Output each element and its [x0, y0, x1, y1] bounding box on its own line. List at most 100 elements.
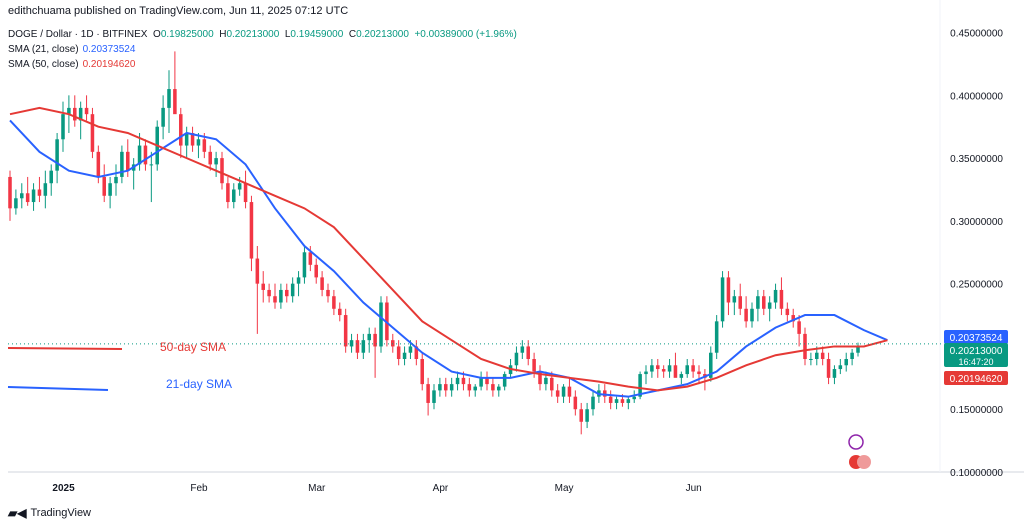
x-tick-label: 2025	[52, 483, 75, 494]
candle-body	[620, 399, 625, 403]
candle-body	[714, 321, 719, 353]
candle-body	[638, 374, 642, 397]
candle-body	[550, 377, 554, 391]
candle-body	[226, 183, 230, 203]
candle-body	[173, 89, 177, 115]
candle-body	[773, 289, 778, 303]
sma50-legend-label: SMA (50, close)	[8, 59, 79, 70]
candle-body	[273, 296, 277, 303]
candle-body	[190, 133, 195, 146]
candle-body	[279, 289, 283, 303]
candle-body	[426, 384, 430, 403]
candle-body	[237, 183, 242, 190]
candle-body	[785, 308, 790, 316]
sma21-legend-value: 0.20373524	[82, 44, 136, 55]
candle-body	[379, 302, 383, 347]
price-tag-countdown: 16:47:20	[958, 357, 993, 367]
candle-body	[102, 176, 106, 196]
candle-body	[555, 390, 560, 397]
candle-body	[355, 340, 360, 353]
candle-body	[290, 283, 295, 297]
candle-body	[815, 352, 819, 359]
sma50-annotation-label: 50-day SMA	[160, 340, 226, 354]
candle-body	[261, 283, 265, 290]
candle-body	[120, 151, 124, 177]
candle-body	[826, 359, 831, 378]
candle-body	[756, 296, 760, 309]
open-value: 0.19825000	[160, 29, 214, 40]
candle-body	[738, 296, 742, 309]
candle-body	[149, 164, 154, 166]
candle-body	[338, 308, 342, 316]
candle-body	[632, 396, 636, 400]
candle-body	[850, 352, 854, 359]
candle-body	[720, 277, 725, 322]
candle-body	[414, 346, 419, 359]
alert-icon[interactable]	[848, 434, 864, 450]
candle-body	[179, 114, 183, 146]
sma21-legend-label: SMA (21, close)	[8, 44, 79, 55]
candle-body	[408, 346, 413, 353]
candle-body	[220, 158, 224, 184]
candle-body	[96, 151, 101, 177]
sma-line-21	[9, 119, 888, 398]
candle-body	[644, 371, 648, 375]
sma50-legend[interactable]: SMA (50, close) 0.20194620	[8, 59, 135, 70]
price-tag	[944, 371, 1008, 385]
candle-body	[184, 133, 189, 146]
candle-body	[656, 365, 660, 370]
open-label: O	[153, 29, 161, 40]
candle-body	[726, 277, 731, 303]
candle-body	[473, 386, 477, 391]
candle-body	[114, 176, 118, 184]
candle-body	[579, 409, 583, 422]
y-tick-label: 0.30000000	[950, 217, 1003, 228]
price-tag-value: 0.20213000	[950, 346, 1003, 357]
candle-body	[432, 390, 436, 403]
candle-body	[31, 189, 36, 203]
candle-body	[49, 170, 53, 184]
candle-body	[267, 289, 271, 297]
candle-body	[744, 308, 748, 322]
candle-body	[820, 352, 825, 359]
candle-body	[561, 386, 566, 397]
candle-body	[467, 384, 472, 391]
candle-body	[497, 386, 501, 391]
candle-body	[856, 346, 860, 353]
x-tick-label: Apr	[433, 483, 449, 494]
sma50-annotation-line	[7, 347, 123, 350]
candle-body	[461, 377, 466, 385]
footer: ▰◀ TradingView	[8, 506, 91, 520]
x-tick-label: Feb	[190, 483, 208, 494]
candle-body	[532, 359, 536, 372]
y-tick-label: 0.40000000	[950, 91, 1003, 102]
low-value: 0.19459000	[290, 29, 344, 40]
candle-body	[844, 359, 848, 366]
flag-icon-2[interactable]	[857, 455, 871, 469]
candle-body	[626, 399, 631, 403]
candle-body	[8, 176, 12, 209]
candle-body	[326, 289, 330, 297]
symbol-title[interactable]: DOGE / Dollar · 1D · BITFINEX	[8, 29, 148, 40]
candle-body	[491, 384, 495, 391]
candle-body	[573, 396, 578, 410]
candle-body	[661, 369, 666, 372]
y-tick-label: 0.35000000	[950, 154, 1003, 165]
sma50-legend-value: 0.20194620	[82, 59, 136, 70]
candle-body	[308, 252, 313, 265]
sma-line-50	[9, 106, 888, 392]
candle-body	[767, 302, 772, 309]
candle-body	[296, 277, 301, 284]
candle-body	[667, 365, 672, 372]
candle-body	[608, 396, 613, 403]
candle-body	[302, 252, 307, 278]
candle-body	[809, 359, 813, 360]
candle-body	[402, 352, 407, 359]
candle-body	[143, 145, 148, 165]
candle-body	[803, 333, 807, 359]
sma21-legend[interactable]: SMA (21, close) 0.20373524	[8, 44, 135, 55]
x-tick-label: May	[555, 483, 574, 494]
candle-body	[526, 346, 530, 359]
candle-body	[732, 296, 737, 303]
